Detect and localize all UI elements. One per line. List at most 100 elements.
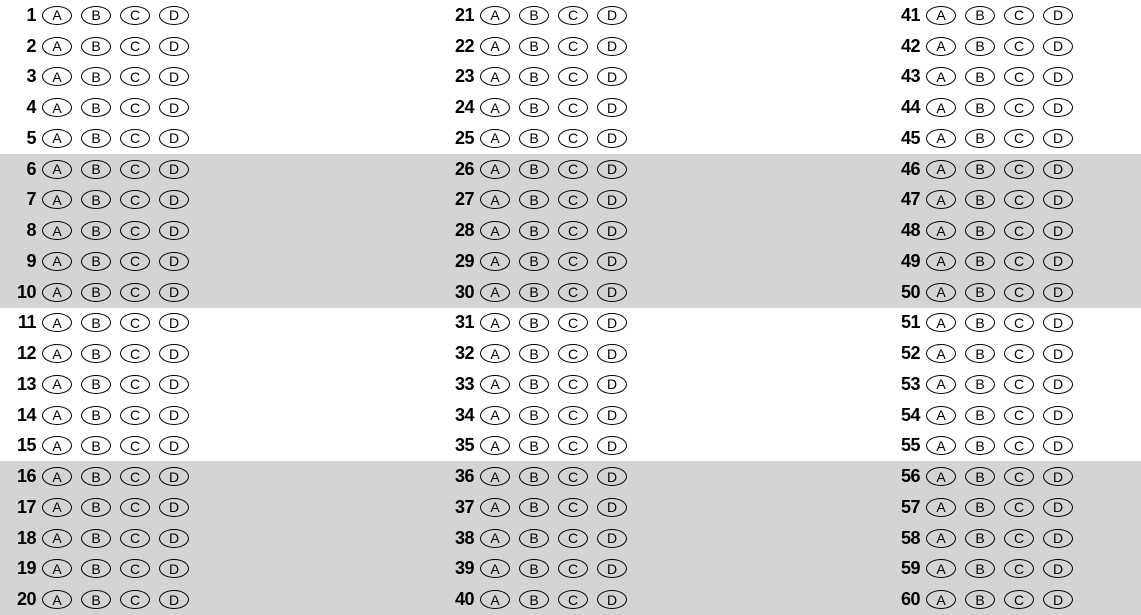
bubble-option-a[interactable]: A [926,467,956,486]
bubble-option-c[interactable]: C [558,467,588,486]
bubble-option-a[interactable]: A [42,252,72,271]
bubble-option-d[interactable]: D [159,67,189,86]
bubble-option-a[interactable]: A [42,129,72,148]
bubble-option-b[interactable]: B [519,375,549,394]
bubble-option-d[interactable]: D [159,529,189,548]
bubble-option-c[interactable]: C [120,252,150,271]
bubble-option-b[interactable]: B [81,467,111,486]
bubble-option-c[interactable]: C [120,37,150,56]
bubble-option-d[interactable]: D [597,559,627,578]
bubble-option-c[interactable]: C [558,221,588,240]
bubble-option-b[interactable]: B [519,590,549,609]
bubble-option-a[interactable]: A [926,529,956,548]
bubble-option-a[interactable]: A [480,129,510,148]
bubble-option-c[interactable]: C [558,283,588,302]
bubble-option-d[interactable]: D [597,313,627,332]
bubble-option-a[interactable]: A [926,160,956,179]
bubble-option-b[interactable]: B [965,344,995,363]
bubble-option-c[interactable]: C [1004,37,1034,56]
bubble-option-a[interactable]: A [926,406,956,425]
bubble-option-a[interactable]: A [42,190,72,209]
bubble-option-d[interactable]: D [1043,498,1073,517]
bubble-option-b[interactable]: B [519,252,549,271]
bubble-option-c[interactable]: C [1004,529,1034,548]
bubble-option-c[interactable]: C [120,129,150,148]
bubble-option-a[interactable]: A [926,190,956,209]
bubble-option-a[interactable]: A [480,436,510,455]
bubble-option-c[interactable]: C [558,590,588,609]
bubble-option-b[interactable]: B [81,252,111,271]
bubble-option-a[interactable]: A [480,37,510,56]
bubble-option-a[interactable]: A [926,221,956,240]
bubble-option-a[interactable]: A [42,406,72,425]
bubble-option-c[interactable]: C [1004,467,1034,486]
bubble-option-a[interactable]: A [42,221,72,240]
bubble-option-b[interactable]: B [519,129,549,148]
bubble-option-d[interactable]: D [159,375,189,394]
bubble-option-b[interactable]: B [81,67,111,86]
bubble-option-a[interactable]: A [480,160,510,179]
bubble-option-a[interactable]: A [926,313,956,332]
bubble-option-c[interactable]: C [1004,498,1034,517]
bubble-option-b[interactable]: B [81,406,111,425]
bubble-option-c[interactable]: C [558,498,588,517]
bubble-option-d[interactable]: D [159,6,189,25]
bubble-option-c[interactable]: C [1004,221,1034,240]
bubble-option-c[interactable]: C [558,160,588,179]
bubble-option-b[interactable]: B [81,436,111,455]
bubble-option-c[interactable]: C [120,590,150,609]
bubble-option-d[interactable]: D [1043,6,1073,25]
bubble-option-d[interactable]: D [1043,98,1073,117]
bubble-option-b[interactable]: B [81,37,111,56]
bubble-option-c[interactable]: C [120,98,150,117]
bubble-option-d[interactable]: D [159,467,189,486]
bubble-option-d[interactable]: D [159,344,189,363]
bubble-option-d[interactable]: D [597,252,627,271]
bubble-option-a[interactable]: A [480,190,510,209]
bubble-option-d[interactable]: D [597,160,627,179]
bubble-option-b[interactable]: B [519,283,549,302]
bubble-option-a[interactable]: A [480,252,510,271]
bubble-option-d[interactable]: D [597,498,627,517]
bubble-option-b[interactable]: B [519,344,549,363]
bubble-option-b[interactable]: B [81,160,111,179]
bubble-option-b[interactable]: B [519,6,549,25]
bubble-option-b[interactable]: B [519,559,549,578]
bubble-option-b[interactable]: B [81,559,111,578]
bubble-option-b[interactable]: B [81,375,111,394]
bubble-option-c[interactable]: C [120,344,150,363]
bubble-option-a[interactable]: A [42,67,72,86]
bubble-option-a[interactable]: A [480,375,510,394]
bubble-option-b[interactable]: B [81,221,111,240]
bubble-option-c[interactable]: C [558,129,588,148]
bubble-option-a[interactable]: A [480,559,510,578]
bubble-option-c[interactable]: C [1004,436,1034,455]
bubble-option-c[interactable]: C [558,67,588,86]
bubble-option-d[interactable]: D [159,313,189,332]
bubble-option-d[interactable]: D [159,498,189,517]
bubble-option-c[interactable]: C [120,160,150,179]
bubble-option-b[interactable]: B [81,6,111,25]
bubble-option-a[interactable]: A [926,283,956,302]
bubble-option-b[interactable]: B [519,67,549,86]
bubble-option-b[interactable]: B [965,252,995,271]
bubble-option-d[interactable]: D [159,190,189,209]
bubble-option-c[interactable]: C [120,375,150,394]
bubble-option-a[interactable]: A [480,590,510,609]
bubble-option-c[interactable]: C [558,37,588,56]
bubble-option-a[interactable]: A [480,283,510,302]
bubble-option-a[interactable]: A [42,590,72,609]
bubble-option-c[interactable]: C [1004,283,1034,302]
bubble-option-a[interactable]: A [42,37,72,56]
bubble-option-b[interactable]: B [965,559,995,578]
bubble-option-d[interactable]: D [597,590,627,609]
bubble-option-d[interactable]: D [1043,467,1073,486]
bubble-option-c[interactable]: C [120,406,150,425]
bubble-option-d[interactable]: D [597,67,627,86]
bubble-option-d[interactable]: D [1043,160,1073,179]
bubble-option-d[interactable]: D [597,37,627,56]
bubble-option-b[interactable]: B [965,467,995,486]
bubble-option-a[interactable]: A [42,98,72,117]
bubble-option-a[interactable]: A [480,406,510,425]
bubble-option-d[interactable]: D [1043,375,1073,394]
